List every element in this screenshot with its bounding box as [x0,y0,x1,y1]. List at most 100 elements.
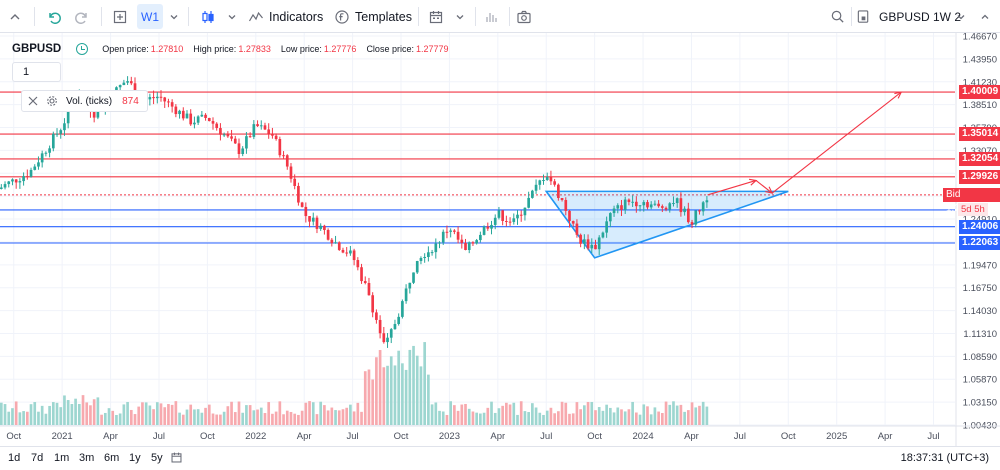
range-7d[interactable]: 7d [31,452,44,464]
candle-body [516,214,519,219]
volume-bar [159,403,163,425]
candle-body [694,210,698,225]
multiplier-select[interactable]: 1 [12,62,61,82]
candle-body [133,83,137,95]
gear-icon[interactable] [46,95,58,107]
close-icon[interactable] [27,95,39,107]
collapse-chevron-up-icon[interactable] [4,4,26,29]
volume-bar [345,407,349,425]
add-symbol-icon[interactable] [108,4,132,29]
volume-bar [378,350,382,425]
volume-bar [505,402,508,425]
volume-bar [508,404,512,425]
range-1y[interactable]: 1y [129,452,141,464]
candle-body [397,316,401,324]
candle-body [304,206,308,217]
volume-bar [278,401,282,425]
close-label: Close price: [366,44,414,54]
candle-body [330,239,334,244]
timeframe-button[interactable]: W1 [137,4,163,29]
candle-body [564,199,568,211]
range-6m[interactable]: 6m [104,452,120,464]
search-icon[interactable] [826,4,848,29]
calendar-icon[interactable] [424,4,448,29]
candles-icon[interactable] [196,4,220,29]
candle-body [200,114,204,117]
camera-icon[interactable] [512,4,536,29]
volume-bar [74,398,77,425]
volume-bars-icon[interactable] [480,4,504,29]
candle-body [638,205,642,207]
candle-body [404,288,408,302]
volume-bar [29,404,33,425]
calendar-chevron-down-icon[interactable] [451,4,469,29]
candle-body [311,217,315,222]
candle-body [601,232,605,238]
candle-body [25,176,29,178]
candle-body [233,138,237,144]
indicators-button[interactable]: Indicators [248,4,324,29]
chevron-up-icon[interactable] [975,4,995,29]
volume-bar [397,350,401,425]
volume-bar [219,414,222,425]
x-tick-label: Jul [347,431,359,442]
y-tick-label: 1.43950 [963,54,997,65]
range-1m[interactable]: 1m [54,452,70,464]
candle-body [493,217,497,225]
volume-bar [252,410,256,425]
volume-bar [586,401,590,425]
candle-body [163,97,167,102]
candle-body [393,323,397,330]
range-1d[interactable]: 1d [8,452,21,464]
candle-body [646,202,649,208]
chart-canvas[interactable]: 1.466701.439501.412301.385101.357901.330… [0,33,1000,446]
high-label: High price: [193,44,237,54]
volume-bar [698,405,701,425]
timeframe-chevron-down-icon[interactable] [165,4,183,29]
volume-bar [282,414,285,425]
candle-body [148,97,152,100]
volume-bar [382,367,386,425]
volume-bar [460,404,464,425]
range-5y[interactable]: 5y [151,452,163,464]
symbol-chevron-down-icon[interactable] [952,4,970,29]
volume-bar [70,403,74,425]
candle-body [623,199,627,210]
calendar-range-icon[interactable] [170,451,183,467]
volume-bar [423,342,427,425]
volume-bar [471,411,475,425]
time-zone-clock[interactable]: 18:37:31 (UTC+3) [900,452,989,464]
redo-icon[interactable] [70,4,94,29]
volume-bar [568,413,571,425]
candle-body [241,148,245,155]
y-tick-label: 1.03150 [963,398,997,409]
y-tick-label: 1.05870 [963,375,997,386]
volume-bar [248,405,252,425]
candle-body [594,244,597,250]
candle-body [701,202,705,212]
volume-bar [174,401,178,425]
x-tick-label: Jul [153,431,165,442]
volume-bar [393,365,397,425]
volume-bar [501,405,504,425]
volume-bar [657,411,660,425]
symbol-selector[interactable]: GBPUSD 1W 2 [852,4,970,29]
candle-body [505,220,508,222]
candle-body [7,181,11,185]
undo-icon[interactable] [42,4,66,29]
indicators-icon [248,11,263,21]
volume-bar [152,409,155,425]
candle-body [181,110,185,119]
volume-bar [542,414,545,425]
range-3m[interactable]: 3m [79,452,95,464]
volume-bar [22,411,25,425]
volume-bar [363,371,367,425]
candle-body [326,229,330,240]
volume-bar [434,402,438,425]
templates-button[interactable]: Templates [334,4,412,29]
candle-body [519,214,523,216]
y-tick-label: 1.19470 [963,260,997,271]
volume-bar [129,409,133,425]
chart-type-chevron-down-icon[interactable] [223,4,241,29]
